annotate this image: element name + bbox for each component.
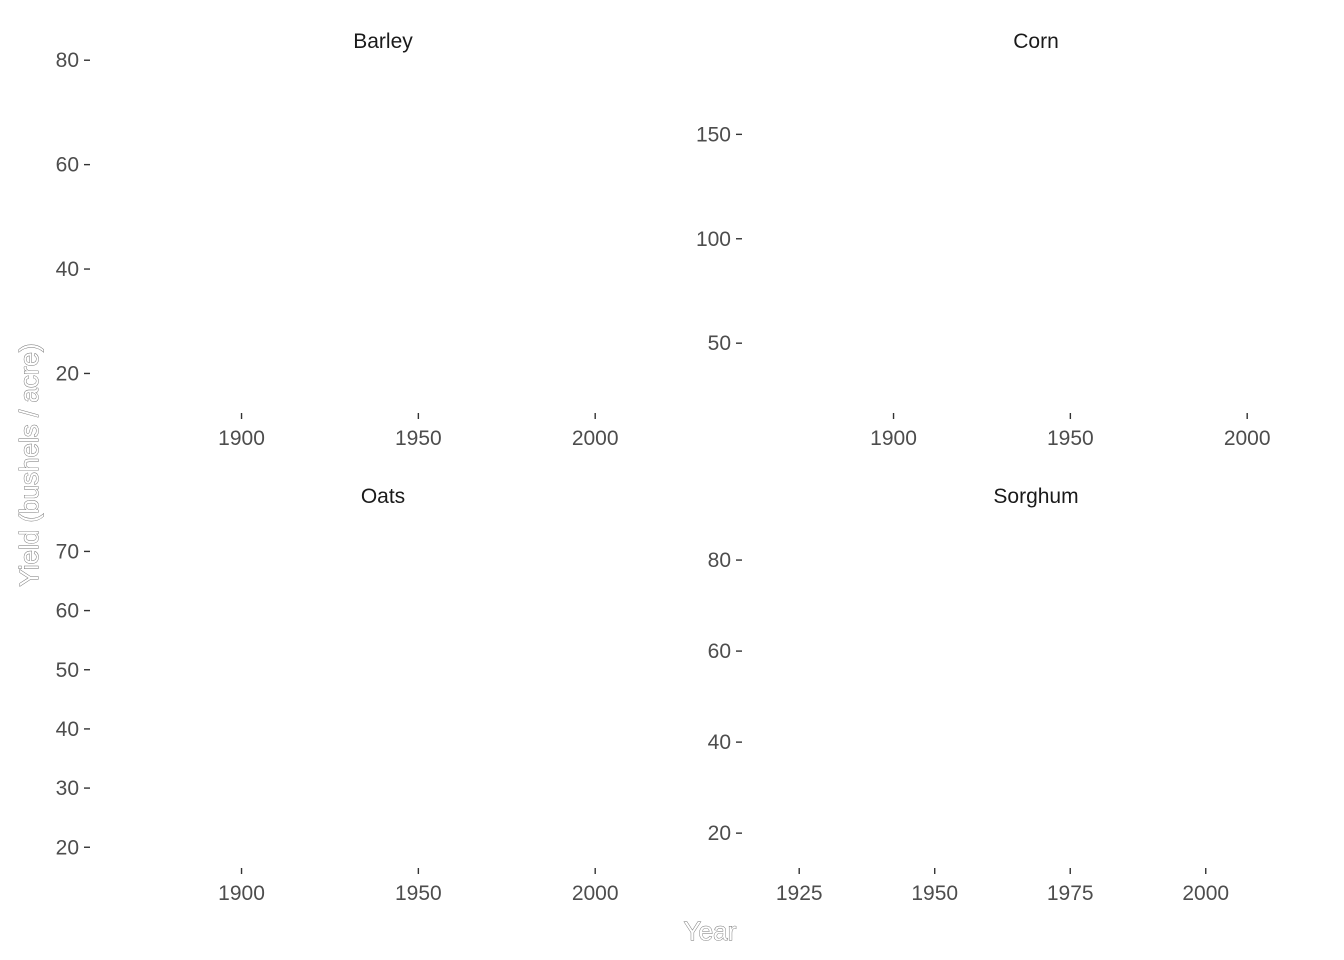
facet-panel-barley: Barley 20 40 60 80 1900 1950 2000 [56, 30, 619, 450]
facet-title: Barley [353, 30, 413, 53]
y-tick-label: 20 [708, 822, 731, 845]
x-tick-label: 1950 [911, 882, 958, 905]
y-tick-label: 80 [56, 49, 79, 72]
facet-title: Corn [1013, 30, 1059, 53]
x-tick-label: 1950 [395, 427, 442, 450]
facet-panel-oats: Oats 20 30 40 50 60 70 1900 1950 2000 [56, 485, 619, 905]
y-tick-label: 20 [56, 836, 79, 859]
y-tick-label: 80 [708, 549, 731, 572]
y-tick-label: 50 [708, 332, 731, 355]
y-tick-label: 40 [56, 718, 79, 741]
chart-panels: Barley 20 40 60 80 1900 1950 2000 Corn 50 100 150 19… [56, 30, 1271, 905]
facet-title: Sorghum [993, 485, 1078, 508]
x-tick-label: 1900 [870, 427, 917, 450]
y-tick-label: 40 [56, 258, 79, 281]
y-tick-label: 60 [708, 640, 731, 663]
x-tick-label: 2000 [1182, 882, 1229, 905]
y-axis-title: Yield (bushels / acre) [14, 343, 44, 586]
x-tick-label: 1925 [776, 882, 823, 905]
x-tick-label: 1950 [395, 882, 442, 905]
facet-panel-corn: Corn 50 100 150 1900 1950 2000 [696, 30, 1271, 450]
x-tick-label: 2000 [572, 882, 619, 905]
y-tick-label: 50 [56, 659, 79, 682]
x-tick-label: 1975 [1047, 882, 1094, 905]
y-tick-label: 60 [56, 600, 79, 623]
x-tick-label: 1900 [218, 882, 265, 905]
y-tick-label: 150 [696, 123, 731, 146]
x-tick-label: 1950 [1047, 427, 1094, 450]
facet-title: Oats [361, 485, 405, 508]
facet-panel-sorghum: Sorghum 20 40 60 80 1925 1950 1975 2000 [708, 485, 1229, 905]
y-tick-label: 60 [56, 154, 79, 177]
x-tick-label: 1900 [218, 427, 265, 450]
y-tick-label: 40 [708, 731, 731, 754]
y-tick-label: 30 [56, 777, 79, 800]
y-tick-label: 70 [56, 540, 79, 563]
x-tick-label: 2000 [1224, 427, 1271, 450]
x-tick-label: 2000 [572, 427, 619, 450]
x-axis-title: Year [684, 916, 737, 946]
y-tick-label: 100 [696, 228, 731, 251]
y-tick-label: 20 [56, 362, 79, 385]
